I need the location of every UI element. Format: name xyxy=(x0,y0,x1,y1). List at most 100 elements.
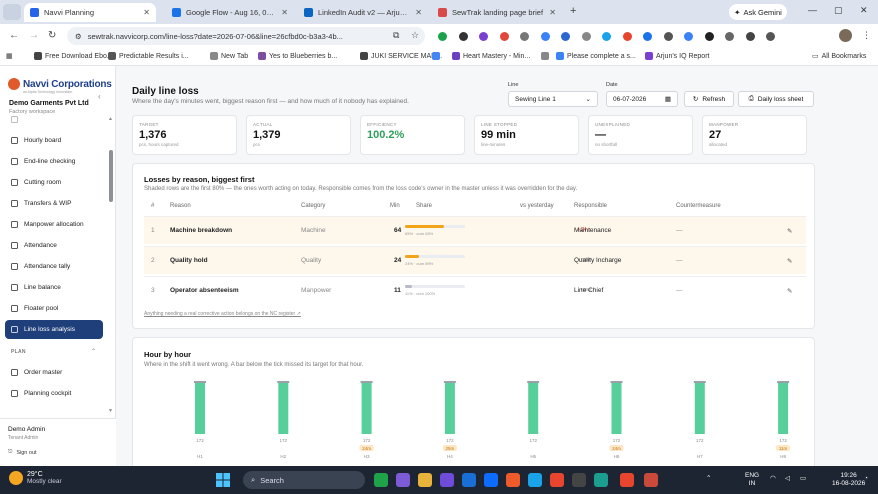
sidebar-item-cutting-room[interactable]: Cutting room xyxy=(5,173,103,192)
table-row[interactable]: 2 Quality hold Quality 24 24% · cum 89% new Qu… xyxy=(144,246,806,274)
browser-tab[interactable]: SewTrak landing page brief ✕ xyxy=(432,3,562,22)
bookmark-icon[interactable] xyxy=(541,52,549,60)
taskbar-app-icon[interactable] xyxy=(644,473,658,487)
extension-icon[interactable] xyxy=(766,32,775,41)
browser-tab[interactable]: Google Flow - Aug 16, 05:46 PM✕ xyxy=(166,3,294,22)
bookmark-item[interactable]: Please complete a s... xyxy=(556,52,636,60)
bookmark-item[interactable]: JUKI SERVICE MAN... xyxy=(360,52,442,60)
taskbar-app-icon[interactable] xyxy=(572,473,586,487)
taskbar-app-icon[interactable] xyxy=(594,473,608,487)
hour-bar[interactable] xyxy=(611,382,622,434)
windows-start-icon[interactable] xyxy=(216,473,230,487)
taskbar-search[interactable]: ⌕ Search xyxy=(243,471,365,489)
site-info-icon[interactable]: ⚙ xyxy=(75,31,82,41)
tray-chevron-icon[interactable]: ⌃ xyxy=(706,475,712,482)
sidebar-item-attendance[interactable]: Attendance xyxy=(5,236,103,255)
tab-search-button[interactable] xyxy=(3,4,21,20)
extension-icon[interactable] xyxy=(438,32,447,41)
chrome-active-icon[interactable] xyxy=(620,473,634,487)
date-input[interactable]: 06-07-2026 ▦ xyxy=(606,91,678,107)
calendar-icon[interactable]: ▦ xyxy=(664,96,671,103)
edit-icon[interactable]: ✎ xyxy=(787,258,793,265)
collapse-section-icon[interactable]: ⌃ xyxy=(91,349,97,355)
extension-icon[interactable] xyxy=(602,32,611,41)
copilot-icon[interactable] xyxy=(440,473,454,487)
hour-bar[interactable] xyxy=(444,382,455,434)
extension-icon[interactable] xyxy=(622,32,632,41)
sidebar-item-line-balance[interactable]: Line balance xyxy=(5,278,103,297)
back-icon[interactable]: ← xyxy=(9,30,19,41)
close-tab-icon[interactable]: ✕ xyxy=(549,8,556,17)
collapse-sidebar-icon[interactable]: ‹ xyxy=(98,92,101,101)
sidebar-item-hourly-board[interactable]: Hourly board xyxy=(5,131,103,150)
extension-icon[interactable] xyxy=(499,32,509,41)
maximize-icon[interactable]: ▢ xyxy=(834,5,843,15)
extension-icon[interactable] xyxy=(581,32,591,41)
hour-bar[interactable] xyxy=(195,382,205,434)
language-indicator[interactable]: ENG IN xyxy=(745,472,760,487)
bookmark-item[interactable]: Free Download Ebo... xyxy=(34,52,113,60)
hour-bar[interactable] xyxy=(361,382,372,434)
sidebar-item-planning-cockpit[interactable]: Planning cockpit xyxy=(5,384,103,403)
extension-icon[interactable] xyxy=(663,32,673,41)
notifications-icon[interactable]: ◔ xyxy=(864,475,868,482)
extension-icon[interactable] xyxy=(704,32,714,41)
brave-icon[interactable] xyxy=(506,473,520,487)
battery-icon[interactable]: ▭ xyxy=(800,475,807,482)
sidebar-item-line-loss-analysis[interactable]: Line loss analysis xyxy=(5,320,103,339)
new-tab-button[interactable]: + xyxy=(570,5,577,17)
extension-icon[interactable] xyxy=(643,32,652,41)
sidebar-item-transfers-wip[interactable]: Transfers & WIP xyxy=(5,194,103,213)
translate-icon[interactable]: ⧉ xyxy=(393,30,400,40)
sidebar-item-clipped[interactable] xyxy=(5,116,103,129)
bookmark-item[interactable]: Arjun's IQ Report xyxy=(645,52,709,60)
sidebar-item-end-line-checking[interactable]: End-line checking xyxy=(5,152,103,171)
daily-loss-sheet-button[interactable]: ⎙ Daily loss sheet xyxy=(738,91,814,107)
edit-icon[interactable]: ✎ xyxy=(787,228,793,235)
refresh-button[interactable]: ↻ Refresh xyxy=(684,91,734,107)
folder-icon[interactable] xyxy=(418,473,432,487)
table-row[interactable]: 1 Machine breakdown Machine 64 65% · cum 65%… xyxy=(144,216,806,244)
bookmark-item[interactable]: Predictable Results i... xyxy=(108,52,189,60)
url-input[interactable]: ⚙ sewtrak.navvicorp.com/line-loss?date=2… xyxy=(67,27,425,45)
table-row[interactable]: 3 Operator absenteeism Manpower 11 11% · cum… xyxy=(144,276,806,304)
line-select[interactable]: Sewing Line 1 ⌄ xyxy=(508,91,598,107)
hour-bar[interactable] xyxy=(694,382,705,434)
hour-bar[interactable] xyxy=(528,382,539,434)
bookmark-item[interactable]: New Tab xyxy=(210,52,248,60)
sidebar-item-order-master[interactable]: Order master xyxy=(5,363,103,382)
scroll-up-icon[interactable]: ▲ xyxy=(108,116,113,122)
volume-icon[interactable]: ◁ xyxy=(785,475,790,482)
mail-icon[interactable] xyxy=(484,473,498,487)
apps-icon[interactable]: ▦ xyxy=(6,53,13,60)
sidebar-item-daily-plan[interactable]: Daily plan xyxy=(5,405,103,411)
forward-icon[interactable]: → xyxy=(29,30,39,41)
ask-gemini-button[interactable]: ✦ Ask Gemini xyxy=(729,4,787,20)
browser-tab[interactable]: Navvi Planning ✕ xyxy=(24,3,156,22)
bookmark-item[interactable]: Heart Mastery - Min... xyxy=(452,52,530,60)
reload-icon[interactable]: ↻ xyxy=(48,30,57,41)
taskbar-app-icon[interactable] xyxy=(528,473,542,487)
all-bookmarks-link[interactable]: ▭ All Bookmarks xyxy=(812,52,867,61)
sidebar-item-manpower-allocation[interactable]: Manpower allocation xyxy=(5,215,103,234)
chrome-icon[interactable] xyxy=(550,473,564,487)
wifi-icon[interactable]: ◠ xyxy=(770,475,776,482)
nc-register-link[interactable]: Anything needing a real corrective actio… xyxy=(144,311,301,317)
extension-icon[interactable] xyxy=(540,32,550,41)
taskbar-app-icon[interactable] xyxy=(374,473,388,487)
scroll-down-icon[interactable]: ▼ xyxy=(108,408,113,414)
extension-icon[interactable] xyxy=(725,32,734,41)
extension-icon[interactable] xyxy=(745,32,755,41)
hour-bar[interactable] xyxy=(778,382,789,434)
extension-icon[interactable] xyxy=(684,32,693,41)
weather-widget[interactable]: 29°C Mostly clear xyxy=(9,471,62,485)
browser-tab[interactable]: LinkedIn Audit v2 — Arjun M ✕ xyxy=(298,3,428,22)
sidebar-item-floater-pool[interactable]: Floater pool xyxy=(5,299,103,318)
bookmark-item[interactable]: Yes to Blueberries b... xyxy=(258,52,337,60)
sidebar-item-attendance-tally[interactable]: Attendance tally xyxy=(5,257,103,276)
extension-icon[interactable] xyxy=(479,32,488,41)
browser-menu-icon[interactable]: ⋮ xyxy=(862,30,871,40)
edge-icon[interactable] xyxy=(462,473,476,487)
close-tab-icon[interactable]: ✕ xyxy=(143,8,150,17)
clock[interactable]: 19:26 16-08-2026 xyxy=(832,472,866,487)
